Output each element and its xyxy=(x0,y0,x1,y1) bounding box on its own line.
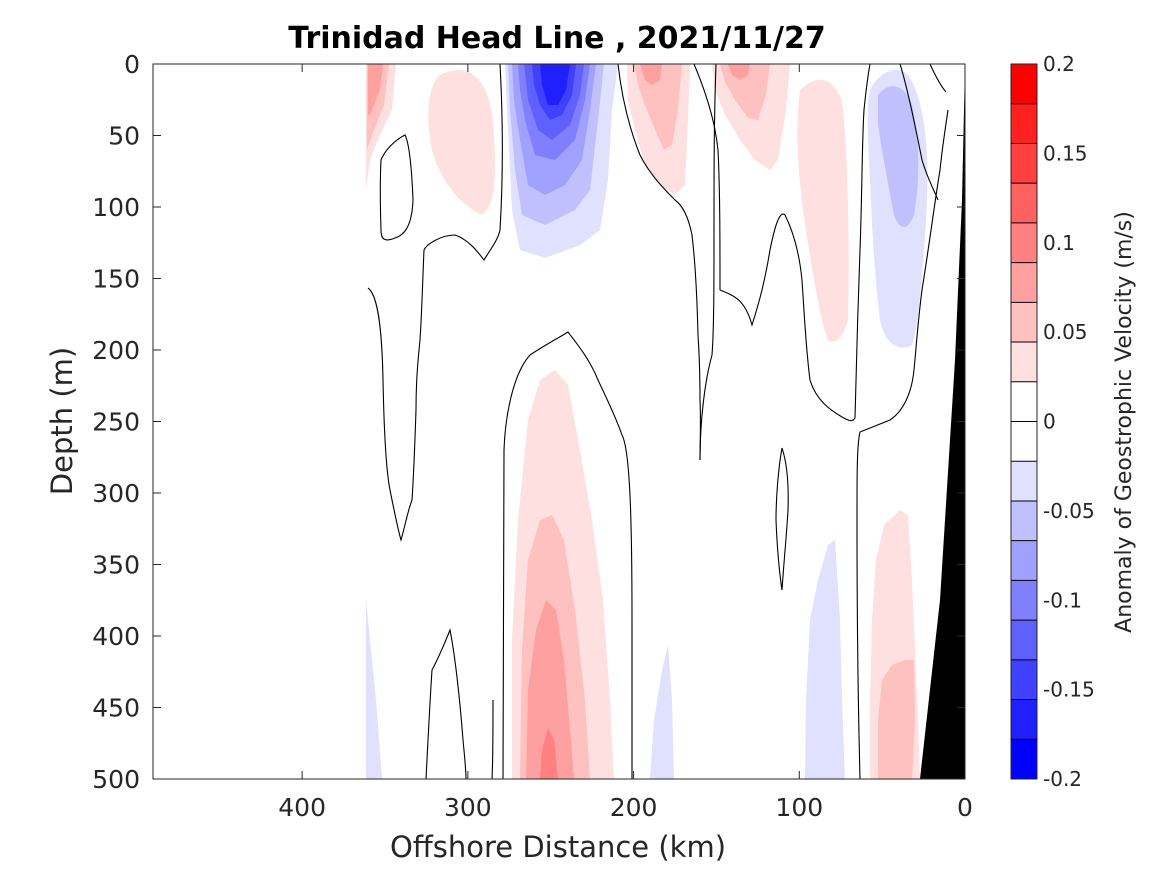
positive-anomaly-region xyxy=(878,660,915,779)
negative-anomaly-region xyxy=(366,600,382,779)
colorbar-label: Anomaly of Geostrophic Velocity (m/s) xyxy=(1112,211,1137,633)
y-tick-label: 250 xyxy=(92,408,140,437)
positive-anomaly-region xyxy=(368,64,383,115)
colorbar-tick-label: -0.15 xyxy=(1043,678,1095,702)
positive-anomaly-region xyxy=(797,79,849,342)
chart-title: Trinidad Head Line , 2021/11/27 xyxy=(288,21,825,56)
colorbar-swatch xyxy=(1011,64,1037,105)
colorbar-swatch xyxy=(1011,421,1037,462)
zero-contour-line xyxy=(502,331,633,779)
negative-anomaly-region xyxy=(805,540,845,779)
colorbar-swatch xyxy=(1011,302,1037,343)
negative-anomaly-region xyxy=(540,64,570,105)
y-tick-label: 200 xyxy=(92,336,140,365)
x-tick-label: 100 xyxy=(775,793,823,822)
x-tick-label: 300 xyxy=(444,793,492,822)
zero-contour-line xyxy=(367,64,503,542)
y-axis-ticks: 0 50 100 150 200 250 300 350 400 450 500 xyxy=(92,50,965,794)
zero-contour-line xyxy=(775,447,789,591)
colorbar-swatch xyxy=(1011,262,1037,303)
zero-contour-line xyxy=(379,134,414,241)
colorbar-tick-label: 0.15 xyxy=(1043,141,1088,165)
negative-anomaly-region xyxy=(878,86,919,228)
positive-anomaly-region xyxy=(634,64,682,150)
colorbar-swatch xyxy=(1011,659,1037,701)
positive-anomaly-region xyxy=(526,600,574,779)
zero-contour-line xyxy=(899,64,939,201)
zero-contour-line xyxy=(693,64,856,422)
colorbar-frame xyxy=(1010,63,1038,780)
y-tick-label: 300 xyxy=(92,479,140,508)
y-tick-label: 500 xyxy=(92,765,140,794)
colorbar-tick-label: 0.1 xyxy=(1043,231,1075,255)
y-tick-label: 150 xyxy=(92,265,140,294)
colorbar-swatch xyxy=(1011,739,1037,780)
y-axis-label: Depth (m) xyxy=(45,347,79,495)
zero-contour-line xyxy=(491,699,494,779)
colorbar-swatch xyxy=(1011,699,1037,740)
anomaly-contour-fills xyxy=(366,64,928,779)
colorbar-tick-label: -0.1 xyxy=(1043,588,1082,612)
bathymetry-mask xyxy=(920,64,965,779)
colorbar-swatch xyxy=(1011,540,1037,581)
y-tick-label: 100 xyxy=(92,193,140,222)
colorbar-tick-label: 0.2 xyxy=(1043,52,1075,76)
positive-anomaly-region xyxy=(640,64,662,85)
colorbar-tick-label: -0.05 xyxy=(1043,499,1095,523)
x-tick-label: 200 xyxy=(610,793,658,822)
positive-anomaly-region xyxy=(540,728,558,779)
zero-contour-line xyxy=(854,64,871,419)
x-tick-label: 400 xyxy=(278,793,326,822)
colorbar-swatch xyxy=(1011,381,1037,422)
y-tick-label: 400 xyxy=(92,622,140,651)
y-tick-label: 350 xyxy=(92,551,140,580)
zero-contour-line xyxy=(425,628,467,779)
colorbar-swatch xyxy=(1011,500,1037,542)
y-tick-label: 50 xyxy=(108,122,140,151)
colorbar-swatch xyxy=(1011,620,1037,661)
colorbar-swatch xyxy=(1011,183,1037,224)
colorbar-tick-label: 0 xyxy=(1043,410,1056,434)
zero-contour-line xyxy=(929,64,947,93)
negative-anomaly-region xyxy=(650,645,674,779)
x-axis-ticks: 400 300 200 100 0 xyxy=(278,64,973,822)
colorbar-swatch xyxy=(1011,461,1037,502)
y-tick-label: 0 xyxy=(124,50,140,79)
zero-contour-lines xyxy=(367,64,949,779)
colorbar-swatch xyxy=(1011,103,1037,144)
positive-anomaly-region xyxy=(428,70,495,215)
colorbar: 0.2 0.15 0.1 0.05 0 -0.05 -0.1 -0.15 -0.2 xyxy=(1010,52,1095,791)
positive-anomaly-region xyxy=(720,64,770,120)
y-tick-label: 450 xyxy=(92,694,140,723)
zero-contour-line xyxy=(699,64,717,461)
colorbar-swatch xyxy=(1011,580,1037,621)
colorbar-swatch xyxy=(1011,143,1037,184)
zero-contour-line xyxy=(617,64,701,461)
colorbar-swatch xyxy=(1011,222,1037,264)
colorbar-swatch xyxy=(1011,342,1037,383)
colorbar-tick-label: 0.05 xyxy=(1043,320,1088,344)
positive-anomaly-region xyxy=(728,64,750,80)
x-axis-label: Offshore Distance (km) xyxy=(390,830,726,864)
x-tick-label: 0 xyxy=(957,793,973,822)
zero-contour-line xyxy=(856,109,949,779)
colorbar-tick-label: -0.2 xyxy=(1043,767,1082,791)
